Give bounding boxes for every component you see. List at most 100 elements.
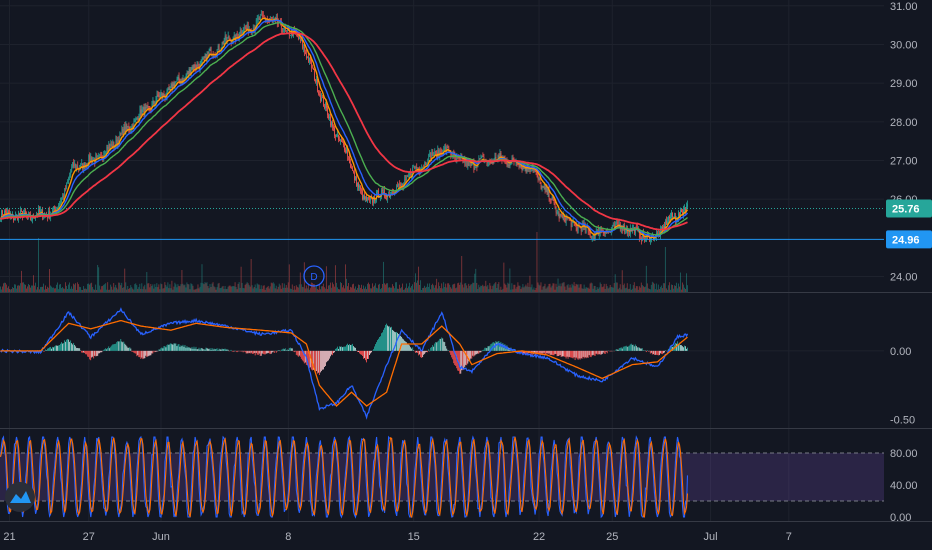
macd-histogram-bar [95, 350, 97, 357]
volume-bar [519, 285, 521, 292]
macd-histogram-bar [130, 348, 132, 351]
volume-bar [52, 287, 53, 292]
candle-body [499, 153, 501, 157]
candle-body [381, 189, 382, 196]
volume-bar [322, 283, 324, 292]
candle-body [76, 165, 78, 168]
candle-body [139, 109, 141, 118]
volume-bar [439, 286, 441, 292]
candle-body [434, 150, 436, 156]
macd-histogram-bar [281, 349, 283, 351]
macd-scale[interactable]: 0.00-0.50 [890, 346, 915, 427]
volume-bar [124, 268, 126, 292]
dividend-marker[interactable]: D [303, 265, 325, 287]
macd-histogram-bar [50, 346, 51, 351]
candle-body [335, 135, 336, 137]
volume-bar [47, 286, 48, 292]
candle-body [75, 163, 77, 168]
macd-histogram-bar [575, 350, 577, 358]
time-tick-label: 25 [606, 531, 618, 543]
macd-histogram-bar [684, 346, 686, 351]
candle-body [145, 107, 147, 108]
candle-body [662, 227, 663, 229]
macd-line [0, 307, 689, 420]
macd-histogram-bar [101, 350, 103, 353]
candle-body [208, 50, 210, 53]
macd-histogram-bar [358, 350, 359, 352]
macd-histogram-bar [452, 350, 454, 360]
candle-body [259, 15, 261, 20]
volume-bar [422, 288, 424, 292]
volume-bar [526, 286, 528, 292]
macd-histogram-bar [625, 345, 627, 351]
macd-histogram-bar [380, 336, 381, 351]
volume-bar [175, 284, 177, 292]
candle-body [482, 156, 484, 158]
macd-histogram-bar [54, 346, 56, 351]
candle-body [110, 144, 112, 147]
candle-body [40, 210, 41, 212]
volume-bar [123, 287, 125, 292]
volume-bar [4, 282, 5, 292]
volume-bar [41, 286, 42, 292]
macd-histogram-bar [350, 344, 351, 351]
volume-bar [400, 288, 401, 292]
tradingview-logo-icon[interactable] [5, 482, 35, 512]
volume-bar [676, 288, 678, 292]
candle-body [357, 182, 358, 187]
volume-bar [456, 287, 458, 292]
macd-histogram-bar [646, 350, 648, 351]
candle-body [147, 106, 149, 107]
volume-bar [532, 289, 534, 292]
candle-body [679, 213, 680, 217]
volume-bar [686, 285, 688, 292]
volume-bar [106, 289, 108, 292]
macd-histogram-bar [141, 350, 143, 358]
macd-histogram-bar [370, 350, 371, 354]
candle-body [185, 76, 187, 78]
volume-bar [348, 282, 349, 292]
macd-histogram-bar [565, 350, 567, 359]
macd-histogram-bar [349, 344, 350, 351]
volume-bar [259, 288, 261, 292]
candle-body [323, 98, 324, 107]
volume-bar [635, 286, 637, 292]
volume-bar [37, 287, 38, 292]
volume-bar [624, 288, 626, 292]
macd-histogram-bar [284, 348, 286, 351]
macd-histogram-bar [277, 350, 279, 351]
macd-histogram-bar [225, 349, 227, 351]
candle-body [190, 70, 192, 74]
macd-histogram-bar [259, 350, 261, 356]
candle-body [555, 207, 557, 213]
macd-histogram-bar [407, 344, 409, 351]
volume-bar [674, 285, 676, 292]
volume-bar [141, 283, 143, 292]
candle-body [142, 107, 144, 110]
macd-histogram-bar [547, 350, 549, 355]
macd-histogram-bar [51, 348, 53, 351]
volume-bar [543, 285, 545, 292]
candle-body [547, 188, 549, 194]
volume-bar [527, 282, 529, 292]
macd-histogram-bar [420, 350, 422, 358]
volume-bar [596, 287, 598, 292]
volume-bar [60, 284, 61, 292]
macd-histogram-bar [164, 346, 166, 351]
macd-histogram-bar [92, 350, 94, 357]
volume-bar [454, 283, 456, 292]
macd-pane[interactable]: 0.00-0.50 [0, 307, 915, 427]
time-axis[interactable]: 21 27 Jun 8 15 22 25 Jul 7 [3, 531, 791, 543]
volume-bar [86, 289, 88, 292]
macd-histogram-bar [178, 344, 180, 351]
dividend-marker-label: D [310, 272, 317, 283]
dividend-marker-circle[interactable] [303, 265, 325, 287]
macd-histogram-bar [103, 349, 105, 351]
volume-bar [541, 289, 543, 292]
candle-body [450, 152, 452, 156]
volume-bar [464, 283, 466, 292]
